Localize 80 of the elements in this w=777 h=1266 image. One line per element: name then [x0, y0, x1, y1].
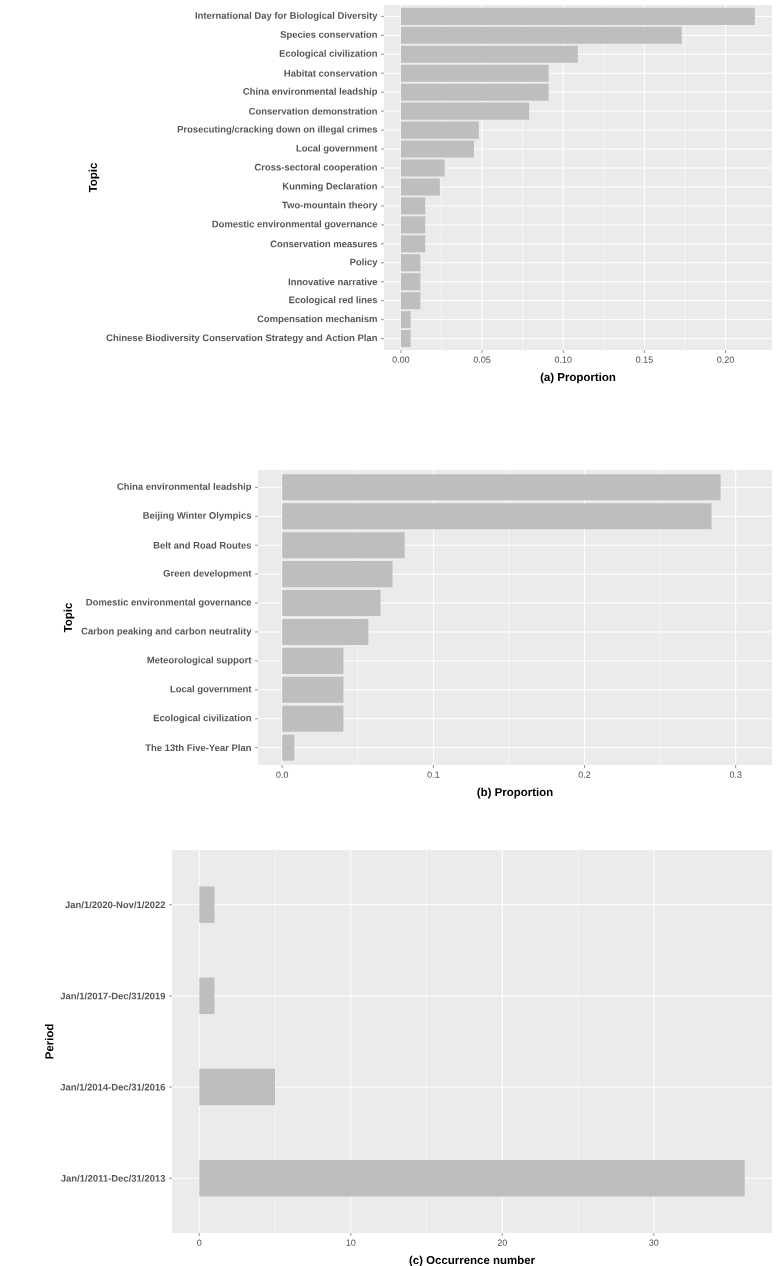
- x-tick-label: 0.10: [554, 356, 572, 363]
- y-tick-label: International Day for Biological Diversity: [195, 11, 378, 21]
- bar: [400, 45, 578, 63]
- bar: [199, 886, 215, 923]
- x-axis-title: (b) Proportion: [477, 787, 553, 799]
- bar: [400, 330, 411, 348]
- x-tick-label: 30: [649, 1239, 659, 1246]
- bar: [400, 311, 411, 329]
- bar: [282, 676, 344, 703]
- bar: [199, 1160, 745, 1197]
- bar: [282, 474, 721, 501]
- y-tick-label: Belt and Road Routes: [153, 541, 252, 549]
- y-tick-label: Local government: [170, 685, 252, 695]
- x-tick-label: 0.2: [578, 771, 591, 778]
- y-tick-label: Local government: [296, 144, 378, 154]
- x-tick-label: 0.3: [729, 771, 742, 778]
- y-tick-label: Carbon peaking and carbon neutrality: [81, 627, 252, 637]
- bar: [400, 273, 421, 291]
- y-tick-label: Ecological civilization: [279, 49, 377, 59]
- y-tick-label: Compensation mechanism: [257, 315, 377, 325]
- bar: [400, 197, 426, 215]
- y-tick-label: Policy: [350, 258, 378, 268]
- y-tick-label: Beijing Winter Olympics: [143, 511, 252, 521]
- y-axis-title: Topic: [63, 602, 75, 633]
- x-axis-title: (a) Proportion: [540, 372, 616, 384]
- y-tick-label: Meteorological support: [147, 656, 252, 666]
- bar: [400, 83, 549, 101]
- bar: [400, 102, 530, 120]
- x-axis-title: (c) Occurrence number: [409, 1255, 535, 1266]
- bar: [400, 235, 426, 253]
- y-tick-label: China environmental leadship: [243, 87, 378, 97]
- bar: [282, 647, 344, 674]
- bar: [199, 977, 215, 1015]
- y-axis-title: Topic: [88, 162, 100, 193]
- bar: [282, 503, 712, 530]
- x-tick-label: 0.00: [392, 356, 410, 363]
- x-tick-label: 0.05: [473, 356, 491, 363]
- y-tick-label: Jan/1/2014-Dec/31/2016: [60, 1083, 166, 1091]
- bar: [400, 121, 479, 139]
- y-tick-label: Prosecuting/cracking down on illegal crimes: [177, 125, 378, 135]
- y-tick-label: The 13th Five-Year Plan: [145, 744, 251, 752]
- y-tick-label: Jan/1/2020-Nov/1/2022: [65, 901, 166, 909]
- x-tick-label: 10: [346, 1239, 356, 1246]
- y-tick-label: Cross-sectoral cooperation: [254, 163, 377, 173]
- bar: [282, 590, 381, 617]
- y-tick-label: Domestic environmental governance: [212, 220, 378, 230]
- x-tick-label: 0.20: [717, 356, 734, 363]
- bar: [282, 532, 405, 559]
- bar: [400, 7, 755, 25]
- bar: [199, 1068, 276, 1106]
- bar: [400, 64, 549, 82]
- x-tick-label: 20: [497, 1239, 507, 1246]
- y-tick-label: Species conservation: [280, 30, 377, 40]
- bar: [400, 26, 682, 44]
- bar: [400, 292, 421, 310]
- y-tick-label: Kunming Declaration: [282, 182, 377, 192]
- bar: [282, 705, 344, 732]
- x-tick-label: 0.0: [276, 771, 289, 778]
- y-tick-label: Green development: [163, 569, 252, 579]
- y-tick-label: Domestic environmental governance: [86, 598, 252, 608]
- y-tick-label: Innovative narrative: [288, 278, 378, 286]
- y-tick-label: China environmental leadship: [117, 482, 252, 492]
- y-tick-label: Jan/1/2017-Dec/31/2019: [60, 992, 166, 1000]
- y-axis-title: Period: [44, 1024, 54, 1059]
- x-tick-label: 0.15: [636, 356, 653, 363]
- x-tick-label: 0.1: [427, 771, 440, 778]
- y-tick-label: Ecological civilization: [153, 714, 251, 724]
- bar: [282, 734, 295, 761]
- y-tick-label: Jan/1/2011-Dec/31/2013: [60, 1174, 166, 1182]
- x-tick-label: 0: [197, 1239, 202, 1246]
- bar: [400, 216, 426, 234]
- bar: [282, 618, 369, 645]
- y-tick-label: Chinese Biodiversity Conservation Strategy and Action Plan: [106, 334, 377, 344]
- bar: [282, 561, 393, 588]
- y-tick-label: Conservation measures: [270, 240, 378, 248]
- y-tick-label: Habitat conservation: [284, 69, 377, 77]
- y-tick-label: Ecological red lines: [289, 296, 378, 306]
- bar: [400, 254, 421, 272]
- y-tick-label: Conservation demonstration: [249, 107, 377, 115]
- y-tick-label: Two-mountain theory: [282, 201, 378, 211]
